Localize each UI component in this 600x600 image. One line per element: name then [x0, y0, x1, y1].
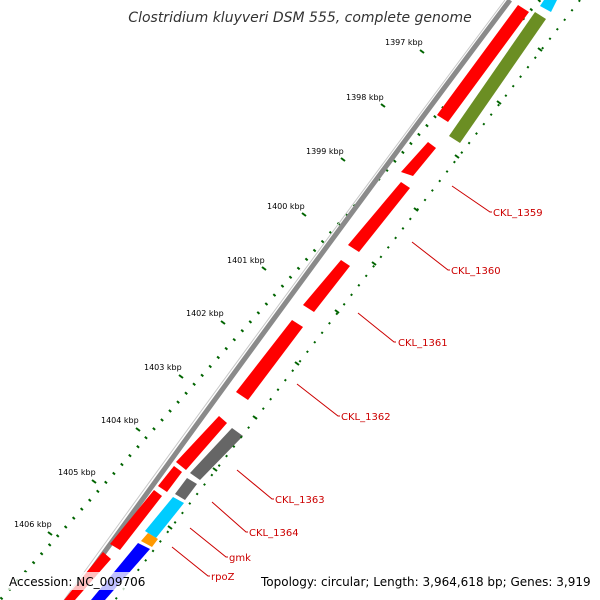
inner-tick	[496, 100, 502, 105]
scale-label: 1403 kbp	[144, 363, 182, 372]
genome-backbone	[67, 0, 513, 600]
leader-lines	[171, 185, 492, 577]
scale-label: 1397 kbp	[385, 38, 423, 47]
inner-dotted-track	[114, 0, 581, 600]
scale-label: 1406 kbp	[14, 520, 52, 529]
gene-labels: CKL_1359 CKL_1360 CKL_1361 CKL_1362 CKL_…	[211, 208, 543, 583]
reverse-cds-gray	[175, 478, 197, 500]
inner-tick	[413, 207, 419, 212]
forward-cds	[401, 142, 436, 176]
reverse-cds-cyan	[145, 497, 184, 538]
forward-cds	[176, 416, 227, 470]
forward-cds	[348, 182, 410, 252]
scale-label: 1399 kbp	[306, 147, 344, 156]
forward-cds	[236, 320, 303, 400]
backbone-highlight	[63, 0, 506, 600]
leader-line	[189, 527, 228, 558]
leader-line	[296, 383, 340, 417]
map-title: Clostridium kluyveri DSM 555, complete g…	[128, 10, 471, 26]
leader-line	[211, 501, 248, 533]
gene-label-ckl-1364[interactable]: CKL_1364	[249, 528, 299, 539]
scale-label: 1405 kbp	[58, 468, 96, 477]
reverse-cds-cyan	[540, 0, 557, 12]
scale-label: 1401 kbp	[227, 256, 265, 265]
reverse-cds-gray	[190, 428, 243, 480]
gene-label-rpoz[interactable]: rpoZ	[211, 572, 235, 583]
gene-label-ckl-1360[interactable]: CKL_1360	[451, 266, 501, 277]
leader-line	[236, 469, 274, 500]
inner-tick	[212, 467, 218, 472]
footer-summary-bg	[258, 572, 594, 590]
scale-tick	[380, 103, 386, 108]
scale-tick	[135, 427, 141, 432]
inner-tick	[371, 261, 377, 266]
scale-tick	[419, 49, 425, 54]
gene-label-ckl-1362[interactable]: CKL_1362	[341, 412, 391, 423]
scale-ticks	[47, 49, 425, 536]
reverse-strand-genes	[91, 0, 557, 600]
reverse-cds-green	[449, 12, 546, 143]
scale-label: 1402 kbp	[186, 309, 224, 318]
scale-tick	[47, 531, 53, 536]
scale-tick	[178, 374, 184, 379]
gene-label-ckl-1363[interactable]: CKL_1363	[275, 495, 325, 506]
forward-cds	[158, 466, 182, 492]
scale-labels: 1397 kbp 1398 kbp 1399 kbp 1400 kbp 1401…	[14, 38, 423, 529]
scale-label: 1404 kbp	[101, 416, 139, 425]
scale-dotted-track	[0, 0, 542, 600]
inner-tick	[334, 309, 340, 314]
inner-tick	[537, 47, 543, 52]
reverse-cds-orange	[141, 533, 158, 547]
scale-tick	[301, 212, 307, 217]
footer-accession-bg	[6, 572, 148, 590]
leader-line	[411, 241, 450, 271]
leader-line	[451, 185, 492, 213]
forward-cds	[437, 5, 529, 122]
scale-tick	[91, 479, 97, 484]
gene-label-ckl-1359[interactable]: CKL_1359	[493, 208, 543, 219]
inner-tick	[252, 415, 258, 420]
gene-label-ckl-1361[interactable]: CKL_1361	[398, 338, 448, 349]
scale-label: 1398 kbp	[346, 93, 384, 102]
leader-line	[357, 312, 396, 343]
gene-label-gmk[interactable]: gmk	[229, 553, 251, 564]
scale-tick	[220, 320, 226, 325]
forward-cds	[110, 490, 162, 550]
scale-label: 1400 kbp	[267, 202, 305, 211]
inner-tick	[167, 525, 173, 530]
inner-tick	[294, 361, 300, 366]
leader-line	[171, 546, 210, 577]
forward-cds	[303, 260, 350, 312]
scale-tick	[261, 266, 267, 271]
accession-text: Accession: NC_009706	[9, 575, 145, 589]
inner-tick	[454, 154, 460, 159]
summary-text: Topology: circular; Length: 3,964,618 bp…	[260, 575, 591, 589]
inner-ticks	[167, 47, 543, 530]
scale-tick	[340, 157, 346, 162]
